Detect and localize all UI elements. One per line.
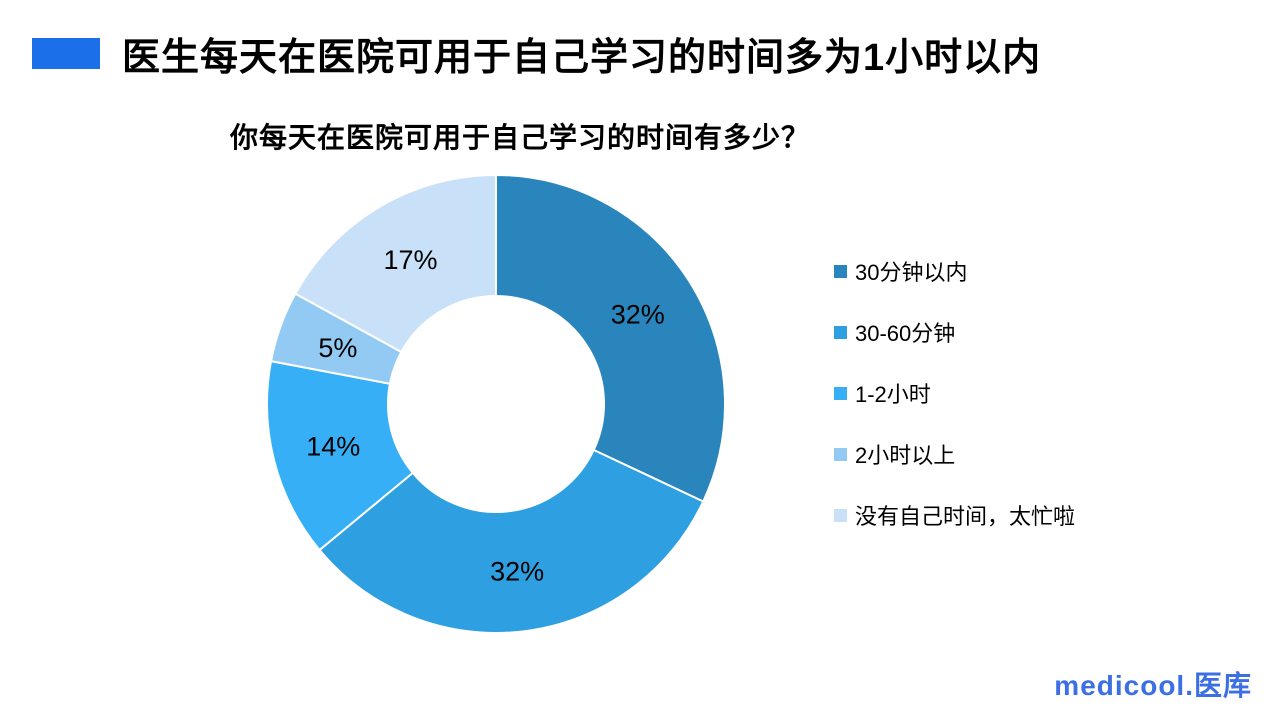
legend-label: 30分钟以内	[855, 260, 968, 285]
donut-slice	[266, 360, 414, 551]
legend-swatch-icon	[834, 447, 847, 461]
legend-item: 没有自己时间，太忙啦	[834, 503, 1075, 529]
legend-item: 30-60分钟	[834, 320, 1075, 346]
chart-title: 你每天在医院可用于自己学习的时间有多少？	[229, 122, 810, 153]
legend-swatch-icon	[834, 264, 847, 278]
donut-slice	[495, 174, 726, 503]
legend-label: 30-60分钟	[855, 321, 956, 346]
legend-item: 2小时以上	[834, 442, 1075, 468]
slice-percentage-label: 5%	[318, 333, 357, 363]
legend-label: 没有自己时间，太忙啦	[855, 504, 1076, 529]
legend-swatch-icon	[834, 325, 847, 339]
legend-label: 2小时以上	[855, 443, 956, 468]
legend-item: 30分钟以内	[834, 259, 1075, 285]
page-title: 医生每天在医院可用于自己学习的时间多为1小时以内	[122, 37, 1042, 79]
slice-percentage-label: 32%	[490, 556, 544, 586]
title-bullet-icon	[32, 38, 100, 69]
legend-swatch-icon	[834, 386, 847, 400]
legend-label: 1-2小时	[855, 382, 931, 407]
legend-item: 1-2小时	[834, 381, 1075, 407]
slice-percentage-label: 32%	[611, 300, 665, 330]
slice-percentage-label: 14%	[306, 432, 360, 462]
donut-slice	[318, 448, 705, 634]
legend-swatch-icon	[834, 508, 847, 522]
header: 医生每天在医院可用于自己学习的时间多为1小时以内	[32, 26, 1041, 81]
legend: 30分钟以内 30-60分钟 1-2小时 2小时以上没有自己时间，太忙啦	[834, 259, 1075, 564]
slice-percentage-label: 17%	[383, 245, 437, 275]
donut-chart-container: 32% 32% 14% 5% 17%	[264, 172, 728, 636]
donut-slice	[294, 174, 497, 353]
brand-logo: medicool.医库	[1054, 670, 1252, 701]
donut-chart: 32% 32% 14% 5% 17%	[266, 174, 726, 634]
